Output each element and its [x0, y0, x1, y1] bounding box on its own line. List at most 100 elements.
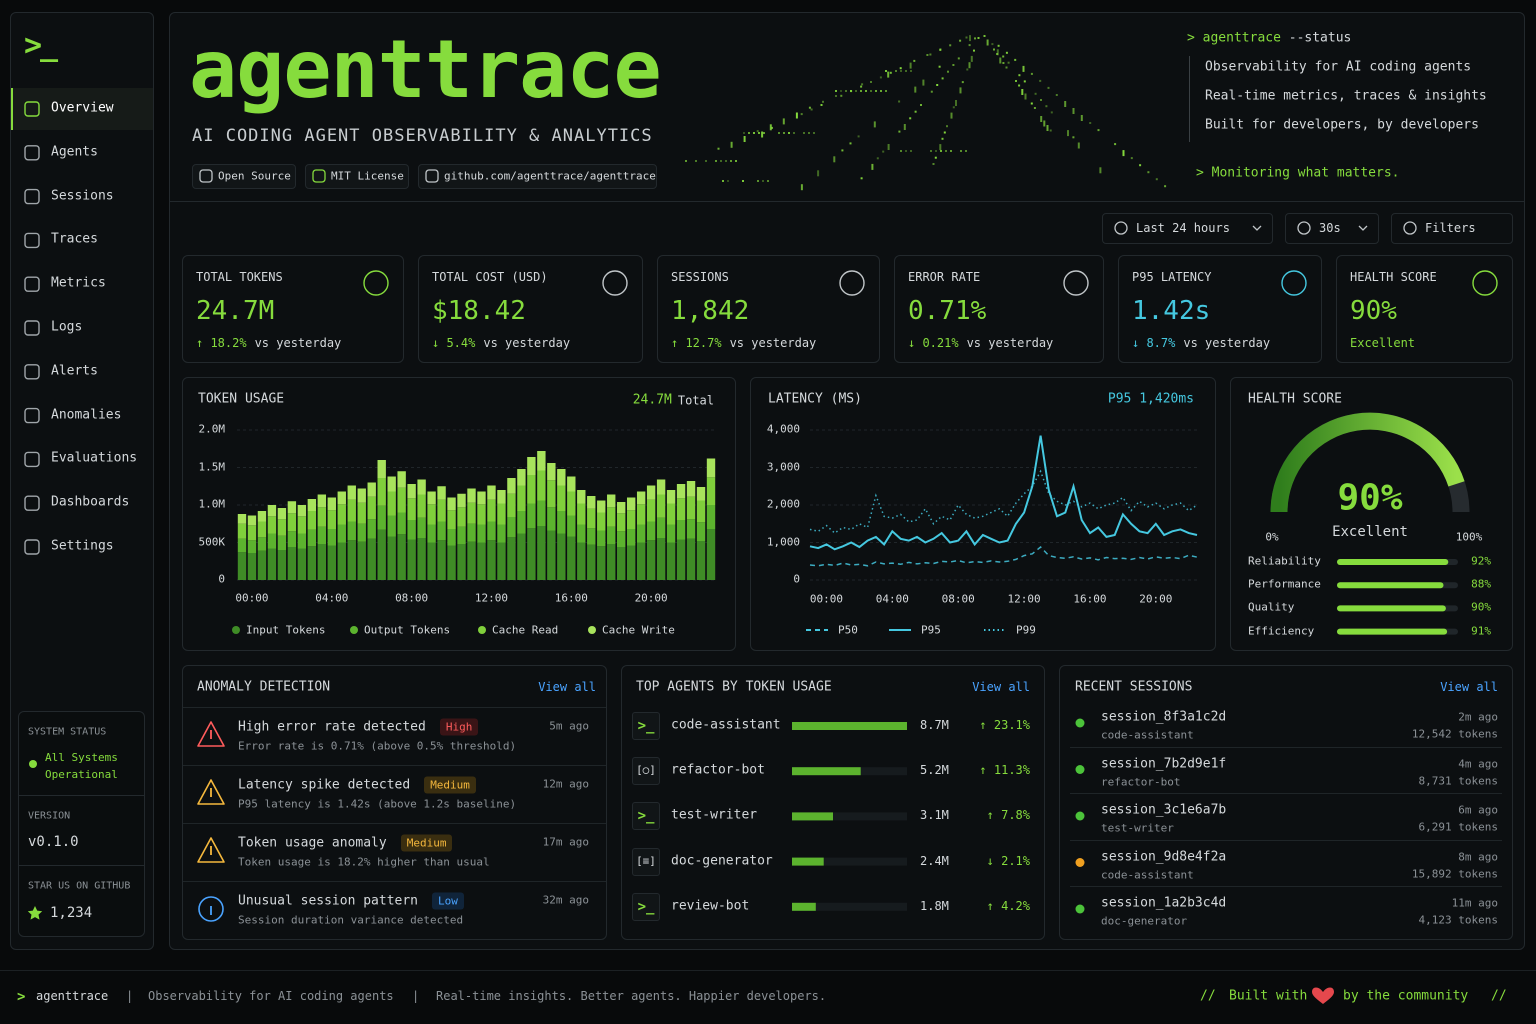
- github-stars[interactable]: 1,234: [50, 904, 93, 921]
- kpi-compare: vs yesterday: [1183, 336, 1271, 350]
- badge: [418, 164, 657, 189]
- bar-segment: [626, 545, 636, 580]
- bar-segment: [577, 490, 586, 504]
- nav-item[interactable]: Anomalies: [51, 407, 122, 423]
- control-refresh[interactable]: [1285, 213, 1379, 244]
- ascii-dot: [778, 132, 780, 134]
- x-tick-label: 08:00: [395, 591, 429, 605]
- bar-segment: [447, 510, 456, 529]
- bar-segment: [497, 542, 506, 580]
- kpi-value: 1,842: [671, 296, 750, 327]
- ascii-dot: [977, 37, 980, 39]
- bar-segment: [237, 552, 247, 580]
- badge[interactable]: MIT License: [331, 169, 404, 183]
- version-label: VERSION: [28, 810, 71, 822]
- badge[interactable]: github.com/agenttrace/agenttrace: [444, 169, 656, 183]
- view-all-link[interactable]: View all: [972, 680, 1030, 695]
- session-id[interactable]: session_9d8e4f2a: [1101, 849, 1227, 865]
- anomaly-title: High error rate detected: [238, 719, 426, 735]
- ascii-dot: [965, 36, 968, 39]
- ascii-dot: [939, 48, 942, 51]
- ascii-dot: [820, 104, 823, 106]
- kpi-compare: vs yesterday: [483, 336, 571, 350]
- ascii-dot: [1072, 108, 1075, 114]
- anomaly-title-row: Latency spike detected Medium: [238, 776, 476, 794]
- nav-item[interactable]: Logs: [51, 319, 83, 335]
- panel-highlight: P95 1,420ms: [1107, 391, 1194, 407]
- ascii-dot: [1046, 125, 1049, 131]
- bar-segment: [706, 458, 716, 478]
- session-id[interactable]: session_8f3a1c2d: [1101, 709, 1227, 725]
- nav-item[interactable]: Agents: [51, 144, 98, 160]
- bar-segment: [567, 491, 576, 516]
- nav-item[interactable]: Overview: [51, 100, 114, 116]
- agent-tokens: 5.2M: [920, 763, 949, 778]
- ascii-dot: [833, 156, 836, 163]
- ascii-dot: [810, 108, 813, 111]
- nav-icon: [24, 364, 40, 380]
- view-all-link[interactable]: View all: [538, 680, 596, 695]
- nav-item[interactable]: Settings: [51, 538, 114, 554]
- ascii-dot: [910, 70, 912, 72]
- bar-segment: [387, 491, 396, 516]
- bar-segment: [547, 530, 556, 580]
- control-text[interactable]: 30s: [1319, 221, 1341, 236]
- footer-prompt: >: [17, 988, 26, 1005]
- status-divider: [19, 795, 144, 796]
- nav-icon: [24, 407, 40, 424]
- bar-segment: [297, 533, 307, 549]
- ascii-dot: [720, 160, 722, 162]
- bar-segment: [287, 547, 297, 580]
- session-agent: test-writer: [1101, 821, 1174, 835]
- ascii-dot: [735, 160, 737, 162]
- session-id[interactable]: session_1a2b3c4d: [1101, 895, 1227, 911]
- ascii-dot: [850, 90, 852, 92]
- brand-title: agenttrace: [189, 23, 662, 116]
- agent-icon-box: [632, 802, 660, 831]
- bar-segment: [617, 513, 626, 532]
- ascii-dot: [1030, 102, 1033, 105]
- ascii-dot: [1018, 84, 1021, 87]
- nav-item[interactable]: Dashboards: [51, 494, 130, 510]
- kpi-icon: [1472, 270, 1498, 296]
- session-id[interactable]: session_7b2d9e1f: [1101, 756, 1227, 772]
- kpi-change-value: ↓ 5.4%: [432, 336, 476, 350]
- bar-segment: [257, 511, 267, 522]
- session-time: 6m ago: [1458, 803, 1498, 817]
- ascii-dot: [756, 130, 759, 133]
- bar-segment: [357, 541, 366, 580]
- severity-badge: Medium: [424, 776, 476, 794]
- nav-icon: [24, 145, 40, 161]
- nav-item[interactable]: Metrics: [51, 275, 106, 291]
- nav-item[interactable]: Traces: [51, 231, 98, 247]
- agent-icon: [○]: [636, 763, 656, 777]
- bar-segment: [257, 521, 267, 538]
- bar-segment: [447, 545, 456, 580]
- anomaly-time: 5m ago: [549, 719, 589, 733]
- view-all-link[interactable]: View all: [1440, 680, 1498, 695]
- kpi-value: 0.71%: [908, 296, 987, 327]
- bar-segment: [636, 504, 646, 525]
- nav-item[interactable]: Sessions: [51, 188, 114, 204]
- agent-change: ↑ 7.8%: [986, 808, 1030, 823]
- bar-segment: [307, 511, 317, 530]
- ascii-dot: [742, 180, 744, 182]
- ascii-dot: [717, 147, 720, 150]
- panel-title: ANOMALY DETECTION: [197, 679, 331, 695]
- agents-panel: [621, 665, 1045, 940]
- ascii-dot: [887, 71, 890, 78]
- control-filters[interactable]: [1391, 213, 1513, 244]
- row-divider: [183, 881, 606, 882]
- ascii-dot: [1089, 122, 1092, 124]
- control-text[interactable]: Last 24 hours: [1136, 221, 1230, 236]
- bar-segment: [437, 499, 446, 522]
- control-text[interactable]: Filters: [1425, 221, 1476, 236]
- nav-item[interactable]: Evaluations: [51, 450, 138, 466]
- ascii-dot: [722, 180, 724, 182]
- session-id[interactable]: session_3c1e6a7b: [1101, 802, 1227, 818]
- nav-item[interactable]: Alerts: [51, 363, 98, 379]
- control-time_range[interactable]: [1102, 213, 1273, 244]
- badge[interactable]: Open Source: [218, 169, 291, 183]
- kpi-card: [657, 255, 880, 363]
- bar-segment: [377, 460, 386, 478]
